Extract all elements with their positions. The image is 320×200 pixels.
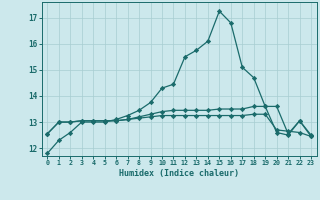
- X-axis label: Humidex (Indice chaleur): Humidex (Indice chaleur): [119, 169, 239, 178]
